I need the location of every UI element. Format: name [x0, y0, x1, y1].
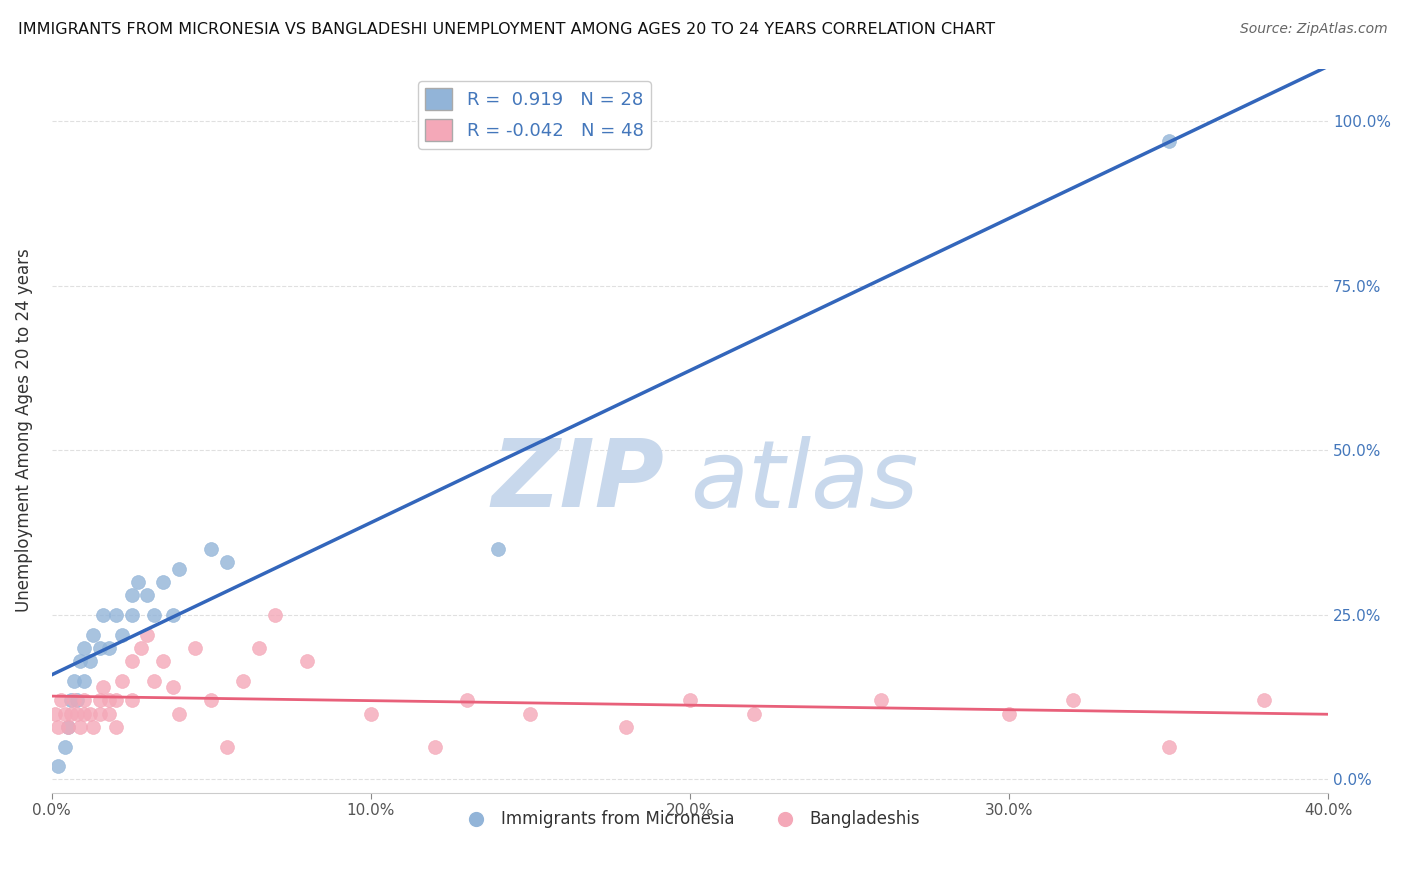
Point — [217, 555, 239, 569]
Point — [162, 681, 184, 695]
Point — [44, 706, 66, 721]
Point — [79, 654, 101, 668]
Point — [63, 693, 86, 707]
Point — [111, 673, 134, 688]
Point — [69, 720, 91, 734]
Point — [53, 706, 76, 721]
Point — [200, 693, 222, 707]
Point — [870, 693, 893, 707]
Point — [89, 640, 111, 655]
Y-axis label: Unemployment Among Ages 20 to 24 years: Unemployment Among Ages 20 to 24 years — [15, 249, 32, 613]
Point — [129, 640, 152, 655]
Point — [104, 720, 127, 734]
Point — [56, 720, 79, 734]
Point — [121, 693, 143, 707]
Point — [89, 693, 111, 707]
Point — [73, 640, 96, 655]
Point — [169, 562, 191, 576]
Point — [56, 720, 79, 734]
Point — [1157, 739, 1180, 754]
Point — [136, 628, 159, 642]
Point — [91, 607, 114, 622]
Point — [127, 574, 149, 589]
Point — [998, 706, 1021, 721]
Point — [82, 720, 104, 734]
Point — [264, 607, 287, 622]
Point — [247, 640, 270, 655]
Point — [111, 628, 134, 642]
Point — [46, 759, 69, 773]
Point — [46, 720, 69, 734]
Point — [169, 706, 191, 721]
Point — [104, 607, 127, 622]
Point — [152, 574, 174, 589]
Point — [91, 681, 114, 695]
Point — [184, 640, 207, 655]
Legend: Immigrants from Micronesia, Bangladeshis: Immigrants from Micronesia, Bangladeshis — [453, 804, 927, 835]
Point — [614, 720, 637, 734]
Point — [142, 673, 165, 688]
Point — [59, 693, 82, 707]
Point — [679, 693, 702, 707]
Point — [98, 640, 121, 655]
Point — [82, 628, 104, 642]
Point — [136, 588, 159, 602]
Point — [162, 607, 184, 622]
Point — [742, 706, 765, 721]
Point — [423, 739, 446, 754]
Point — [73, 693, 96, 707]
Point — [217, 739, 239, 754]
Point — [1253, 693, 1275, 707]
Text: IMMIGRANTS FROM MICRONESIA VS BANGLADESHI UNEMPLOYMENT AMONG AGES 20 TO 24 YEARS: IMMIGRANTS FROM MICRONESIA VS BANGLADESH… — [18, 22, 995, 37]
Point — [53, 739, 76, 754]
Point — [66, 706, 89, 721]
Point — [142, 607, 165, 622]
Text: Source: ZipAtlas.com: Source: ZipAtlas.com — [1240, 22, 1388, 37]
Point — [98, 693, 121, 707]
Text: atlas: atlas — [690, 436, 918, 527]
Point — [121, 607, 143, 622]
Point — [69, 654, 91, 668]
Point — [1157, 134, 1180, 148]
Point — [98, 706, 121, 721]
Point — [121, 654, 143, 668]
Point — [456, 693, 478, 707]
Point — [232, 673, 254, 688]
Point — [200, 542, 222, 557]
Point — [121, 588, 143, 602]
Point — [73, 673, 96, 688]
Point — [51, 693, 73, 707]
Point — [79, 706, 101, 721]
Point — [63, 673, 86, 688]
Point — [89, 706, 111, 721]
Point — [104, 693, 127, 707]
Point — [519, 706, 541, 721]
Point — [73, 706, 96, 721]
Text: ZIP: ZIP — [492, 435, 665, 527]
Point — [360, 706, 382, 721]
Point — [488, 542, 510, 557]
Point — [66, 693, 89, 707]
Point — [295, 654, 318, 668]
Point — [152, 654, 174, 668]
Point — [1062, 693, 1084, 707]
Point — [59, 706, 82, 721]
